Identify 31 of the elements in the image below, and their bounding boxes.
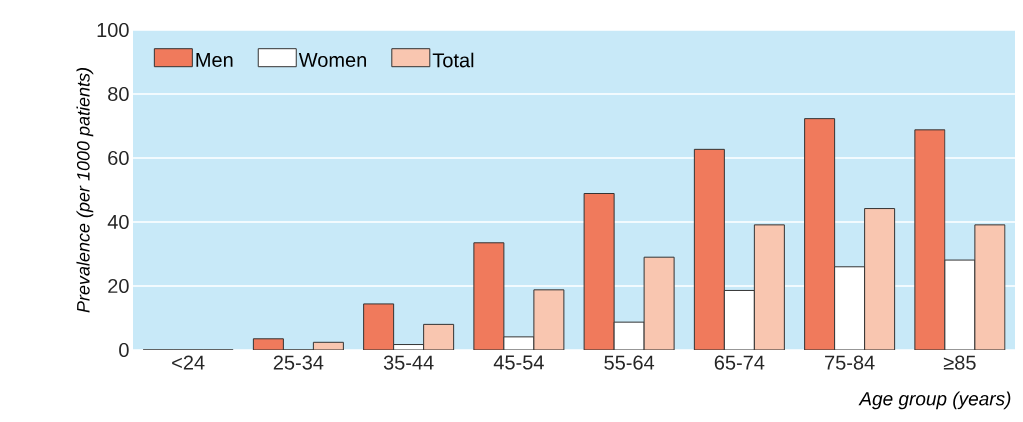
y-tick-label: 20	[108, 278, 129, 294]
bar	[974, 224, 1006, 350]
x-tick-label: 65-74	[714, 355, 765, 370]
y-tick-label: 100	[97, 22, 129, 38]
bar	[754, 224, 785, 350]
bar	[473, 242, 504, 350]
y-tick-label: 40	[107, 214, 129, 230]
bar	[694, 149, 725, 350]
bar	[423, 324, 454, 350]
x-tick-label: 55-64	[604, 355, 655, 370]
legend-label: Women	[298, 53, 366, 68]
x-tick-label: 45-54	[493, 355, 544, 370]
x-tick-label: 35-44	[383, 355, 434, 370]
x-tick-label: <24	[172, 355, 205, 370]
legend-label: Men	[196, 53, 233, 68]
x-tick-label: 75-84	[825, 355, 875, 370]
bar	[533, 289, 564, 350]
y-tick-label: 0	[119, 342, 129, 358]
bar	[644, 257, 675, 350]
y-axis-title: Prevalence (per 1000 patients)	[76, 68, 94, 313]
bar	[914, 129, 946, 350]
bar	[584, 193, 615, 350]
legend-label: Total	[432, 52, 474, 68]
bar	[804, 118, 835, 350]
bar	[363, 303, 394, 350]
x-axis-title: Age group (years)	[858, 391, 1011, 410]
y-tick-label: 80	[108, 86, 129, 102]
x-tick-label: 25-34	[273, 355, 324, 370]
y-tick-label: 60	[108, 150, 129, 166]
x-tick-label: ≥85	[943, 355, 976, 370]
bar	[864, 208, 895, 350]
